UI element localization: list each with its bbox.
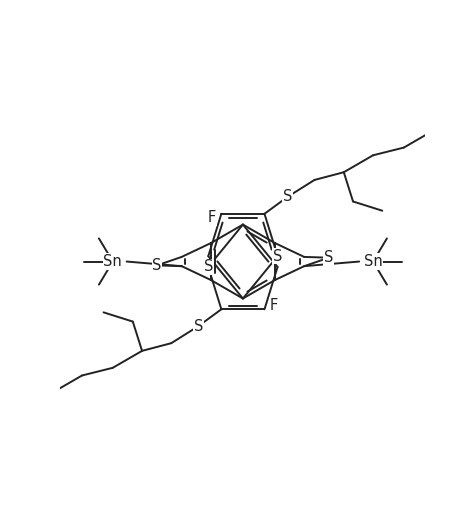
Text: Sn: Sn (103, 254, 122, 269)
Text: S: S (152, 258, 162, 273)
Text: S: S (204, 259, 213, 275)
Text: F: F (208, 210, 216, 225)
Text: Sn: Sn (364, 254, 383, 269)
Text: S: S (324, 250, 334, 265)
Text: S: S (273, 249, 282, 264)
Text: F: F (270, 298, 278, 313)
Text: S: S (283, 189, 292, 204)
Text: S: S (193, 319, 203, 334)
